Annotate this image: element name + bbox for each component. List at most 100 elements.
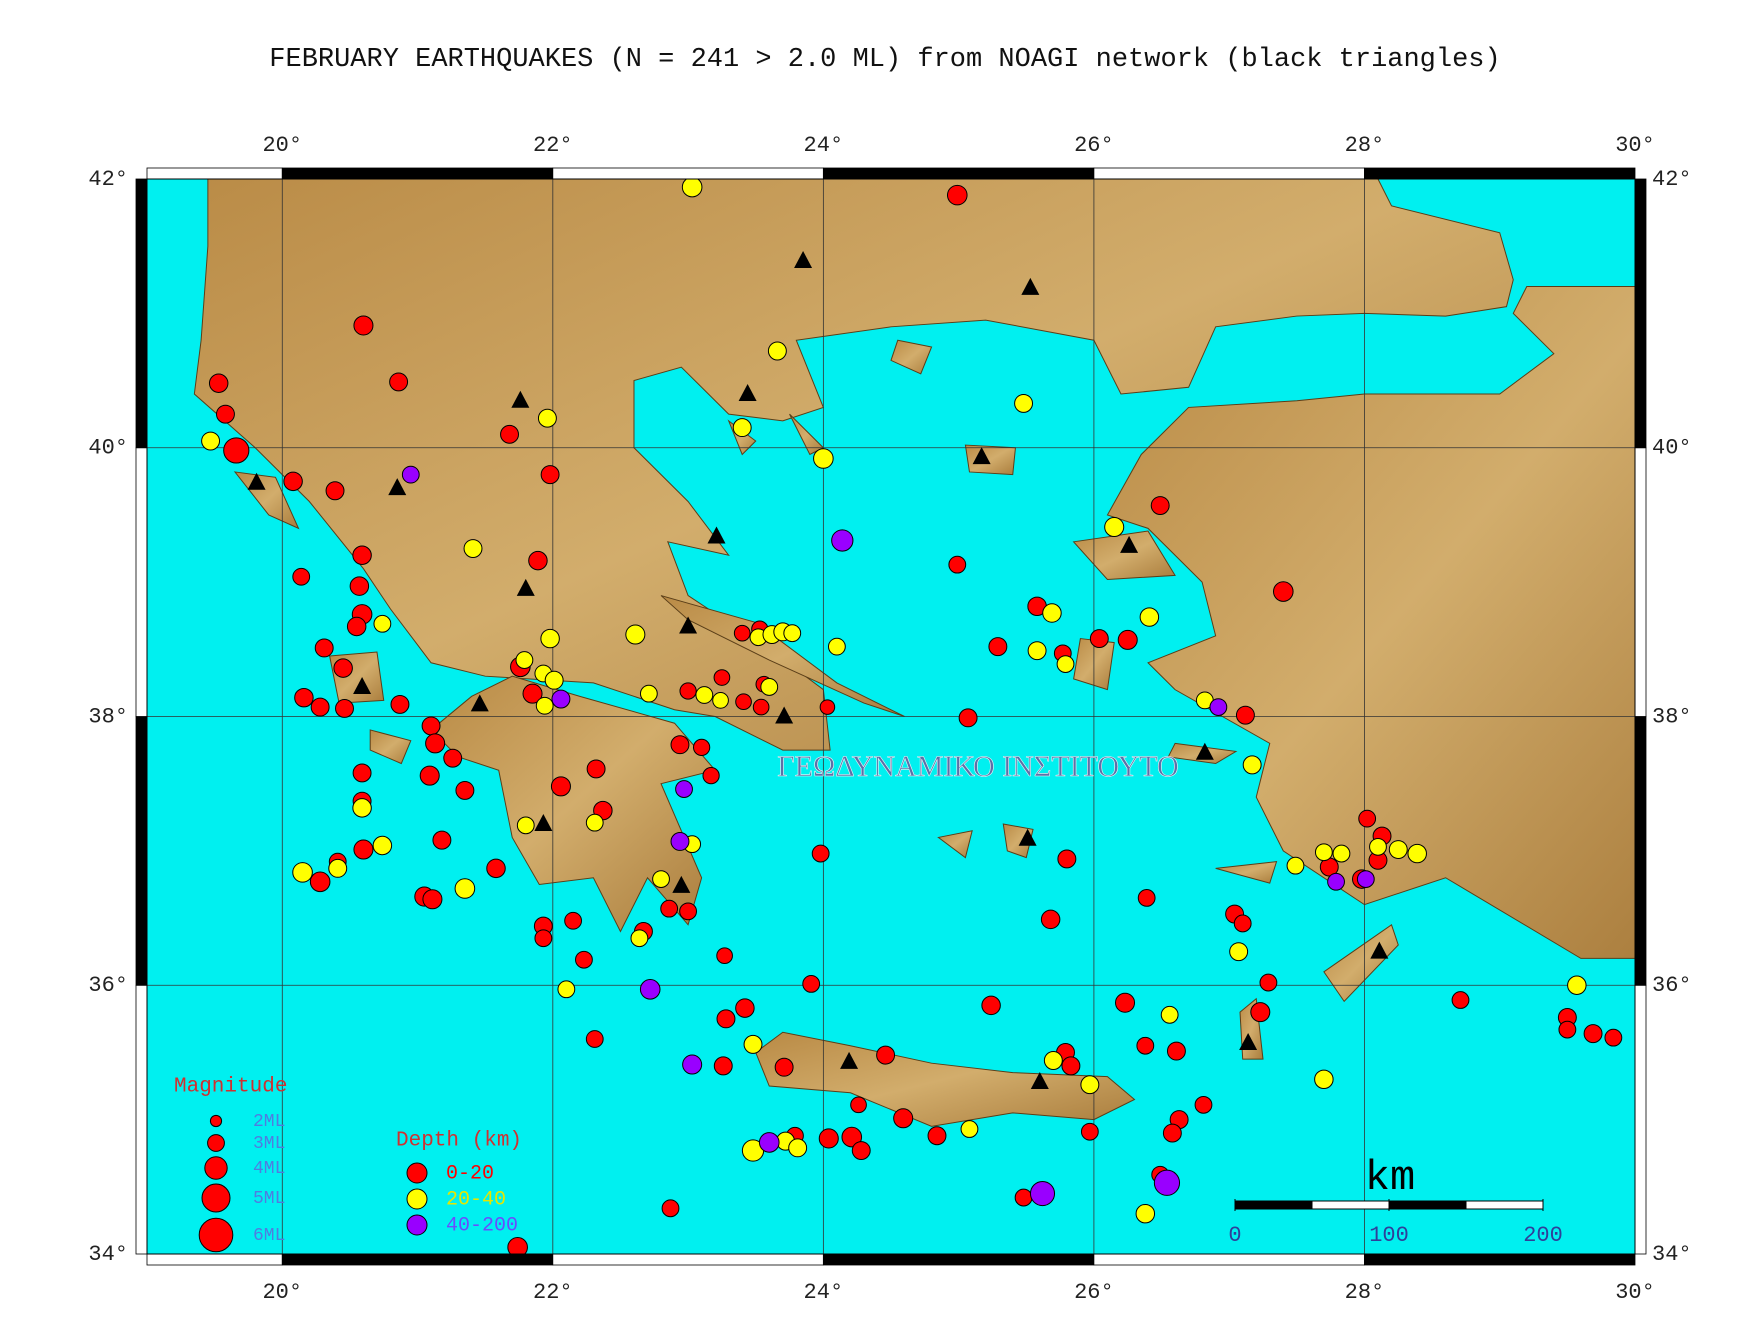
earthquake bbox=[1150, 496, 1170, 515]
y-tick-label: 38° bbox=[1652, 704, 1692, 729]
earthquake bbox=[389, 372, 409, 392]
earthquake bbox=[819, 699, 836, 715]
earthquake bbox=[679, 682, 697, 700]
earthquake bbox=[585, 813, 604, 832]
earthquake bbox=[743, 1034, 763, 1054]
earthquake bbox=[292, 567, 311, 586]
earthquake bbox=[1229, 942, 1249, 962]
earthquake bbox=[841, 1126, 863, 1148]
earthquake bbox=[557, 980, 576, 999]
earthquake bbox=[564, 911, 583, 930]
y-tick-label: 40° bbox=[88, 436, 128, 461]
y-tick-label: 36° bbox=[88, 973, 128, 998]
size-legend-marker bbox=[207, 1134, 225, 1152]
earthquake bbox=[537, 408, 557, 428]
earthquake bbox=[1104, 517, 1125, 538]
earthquake bbox=[421, 716, 441, 736]
earthquake bbox=[1314, 843, 1333, 862]
station bbox=[1018, 828, 1037, 846]
earthquake bbox=[1137, 889, 1156, 907]
earthquake bbox=[661, 1199, 680, 1218]
earthquake bbox=[760, 678, 779, 696]
frame-segment bbox=[135, 178, 148, 449]
size-legend-label: 3ML bbox=[253, 1134, 285, 1154]
earthquake bbox=[783, 624, 802, 643]
earthquake bbox=[201, 431, 221, 451]
earthquake bbox=[681, 179, 703, 198]
frame-segment bbox=[552, 1253, 824, 1266]
frame-segment bbox=[822, 1253, 1095, 1266]
coastline bbox=[1215, 861, 1278, 884]
station bbox=[388, 478, 407, 496]
earthquake bbox=[702, 767, 720, 785]
frame-segment bbox=[146, 1253, 283, 1266]
scale-tick-label: 0 bbox=[1228, 1223, 1241, 1248]
size-legend-marker bbox=[198, 1217, 234, 1253]
earthquake bbox=[1029, 1180, 1056, 1207]
earthquake bbox=[1057, 849, 1077, 869]
earthquake bbox=[1567, 975, 1587, 995]
earthquake bbox=[735, 693, 752, 711]
x-tick-label: 26° bbox=[1074, 1280, 1114, 1305]
earthquake bbox=[540, 628, 560, 649]
station bbox=[470, 694, 489, 712]
earthquake bbox=[486, 858, 506, 879]
earthquake bbox=[788, 1138, 808, 1158]
earthquake bbox=[732, 418, 752, 438]
station bbox=[1030, 1072, 1049, 1089]
coastline bbox=[369, 729, 412, 765]
y-tick-label: 34° bbox=[1652, 1242, 1692, 1267]
earthquake bbox=[223, 437, 250, 464]
station bbox=[1370, 941, 1389, 959]
station bbox=[707, 526, 726, 544]
earthquake bbox=[831, 529, 854, 552]
earthquake bbox=[695, 686, 714, 704]
earthquake bbox=[292, 862, 313, 883]
station bbox=[534, 814, 553, 831]
earthquake bbox=[1080, 1075, 1100, 1095]
y-tick-label: 40° bbox=[1652, 436, 1692, 461]
earthquake bbox=[373, 614, 392, 633]
earthquake bbox=[1451, 991, 1470, 1009]
earthquake bbox=[1369, 837, 1387, 856]
earthquake bbox=[713, 669, 731, 686]
size-legend-marker bbox=[201, 1183, 231, 1213]
earthquake bbox=[1233, 914, 1252, 933]
earthquake bbox=[1259, 973, 1278, 992]
earthquake bbox=[850, 1096, 867, 1114]
earthquake bbox=[534, 929, 553, 948]
earthquake bbox=[1014, 1188, 1033, 1207]
coastline bbox=[1072, 530, 1176, 580]
earthquake bbox=[1061, 1056, 1081, 1076]
earthquake bbox=[1153, 1169, 1181, 1196]
earthquake bbox=[660, 899, 679, 918]
station bbox=[511, 390, 530, 408]
x-tick-label: 20° bbox=[262, 133, 302, 158]
scale-segment bbox=[1234, 1200, 1313, 1210]
earthquake bbox=[422, 889, 443, 910]
earthquake bbox=[551, 689, 571, 709]
earthquake bbox=[1604, 1028, 1623, 1047]
earthquakes bbox=[201, 179, 1623, 1254]
earthquake bbox=[670, 832, 690, 851]
earthquake bbox=[314, 638, 334, 658]
earthquake bbox=[544, 670, 564, 690]
station bbox=[738, 384, 757, 401]
earthquake bbox=[1043, 1051, 1063, 1070]
earthquake bbox=[585, 1030, 604, 1048]
earthquake bbox=[733, 624, 751, 642]
frame-segment bbox=[135, 716, 148, 986]
frame-segment bbox=[146, 167, 283, 180]
coastline bbox=[1002, 823, 1034, 859]
frame-segment bbox=[135, 447, 148, 717]
earthquake bbox=[310, 697, 330, 717]
y-tick-label: 38° bbox=[88, 704, 128, 729]
earthquake bbox=[679, 902, 697, 921]
earthquake bbox=[522, 683, 543, 704]
earthquake bbox=[372, 835, 393, 856]
earthquake bbox=[1194, 1095, 1213, 1114]
earthquake bbox=[328, 858, 348, 878]
earthquake bbox=[692, 738, 711, 757]
earthquake bbox=[1117, 629, 1138, 650]
earthquake bbox=[670, 735, 690, 755]
